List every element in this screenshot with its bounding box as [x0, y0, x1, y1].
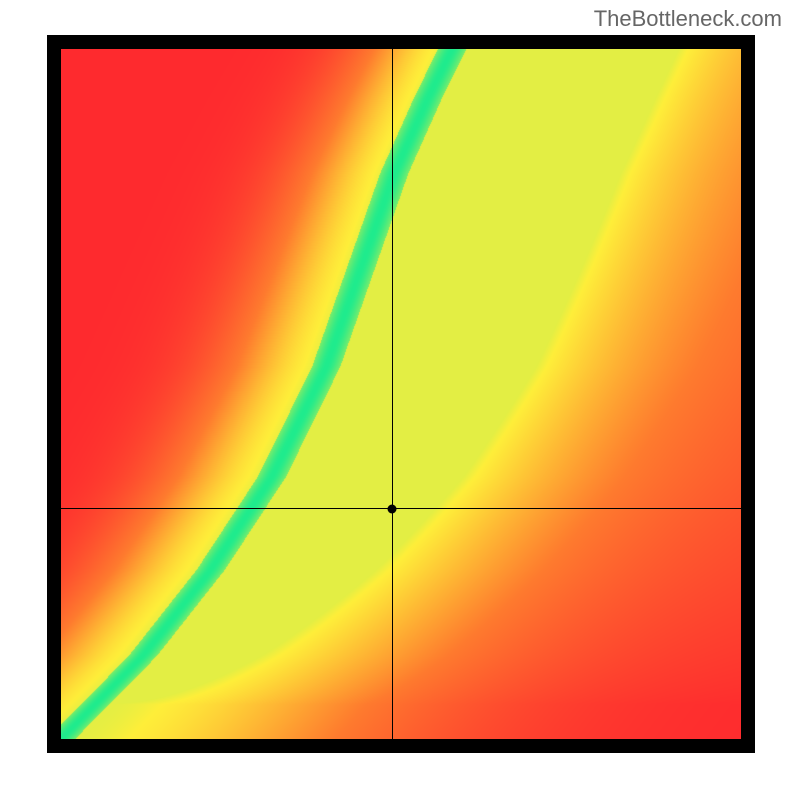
heatmap-canvas	[61, 49, 741, 739]
crosshair-horizontal	[61, 508, 741, 509]
crosshair-dot	[388, 504, 397, 513]
root-container: TheBottleneck.com	[0, 0, 800, 800]
crosshair-vertical	[392, 49, 393, 739]
attribution-text: TheBottleneck.com	[594, 6, 782, 32]
heatmap-plot	[61, 49, 741, 739]
